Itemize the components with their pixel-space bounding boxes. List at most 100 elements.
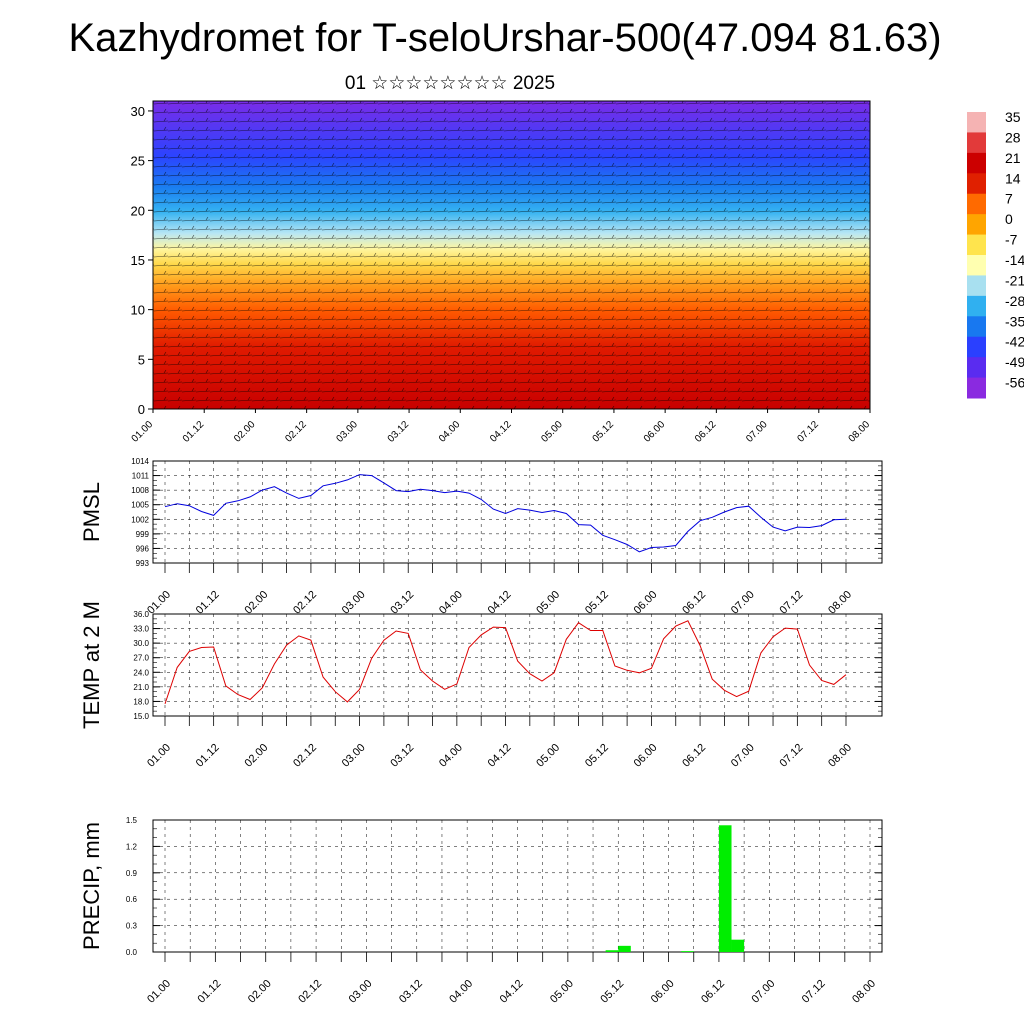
x-tick-label: 08.00 [826, 742, 854, 770]
x-tick-label: 07.00 [744, 419, 770, 445]
x-tick-label: 01.00 [145, 978, 173, 1006]
precip-bar [618, 945, 631, 952]
y-tick-label: 30.0 [133, 639, 149, 648]
wind-barbs [153, 101, 870, 409]
colorbar-segment [967, 377, 986, 399]
x-tick-label: 04.12 [486, 742, 514, 770]
y-tick-label: 1011 [132, 472, 150, 481]
x-tick-label: 02.12 [283, 419, 309, 445]
x-tick-label: 05.00 [548, 978, 576, 1006]
y-tick-label: 0.6 [126, 895, 138, 904]
colorbar-segment [967, 255, 986, 276]
cross-section-panel: 0 5 10 15 20 25 30 01.00 01.12 02.00 02.12 03.00 03.… [130, 100, 873, 445]
y-tick-label: 0.0 [126, 948, 138, 957]
x-tick-label: 08.00 [850, 978, 878, 1006]
chart-subtitle: 01 ☆☆☆☆☆☆☆☆ 2025 [344, 73, 556, 94]
colorbar-segment [967, 275, 986, 297]
y-tick-label: 20 [131, 203, 145, 218]
x-tick-label: 06.12 [693, 419, 719, 445]
colorbar-label: -56 [1005, 375, 1024, 391]
x-tick-label: 02.00 [232, 419, 258, 445]
colorbar-segment [967, 336, 986, 358]
x-tick-label: 04.12 [488, 419, 514, 445]
x-tick-label: 02.00 [242, 589, 270, 617]
colorbar-segment [967, 132, 986, 154]
y-tick-label: 0.3 [126, 922, 138, 931]
x-tick-label: 06.12 [699, 978, 727, 1006]
colorbar-segment [967, 316, 986, 338]
x-tick-label: 01.00 [145, 589, 173, 617]
y-tick-label: 1005 [131, 501, 149, 510]
x-tick-label: 02.00 [246, 978, 274, 1006]
y-tick-label: 993 [136, 559, 150, 568]
x-tick-label: 07.12 [778, 742, 806, 770]
x-tick-label: 03.12 [388, 589, 416, 617]
x-tick-label: 04.00 [447, 978, 475, 1006]
y-tick-label: 25 [131, 154, 145, 169]
colorbar: 35 28 21 14 7 0 -7 -14 -21 -28 -35 -42 -49 -56 [967, 109, 1024, 399]
colorbar-segment [967, 357, 986, 379]
colorbar-segment [967, 193, 986, 215]
x-tick-label: 08.00 [826, 589, 854, 617]
colorbar-segment [967, 214, 986, 236]
y-tick-label: 18.0 [133, 697, 149, 706]
y-tick-label: 1008 [131, 486, 149, 495]
colorbar-label: -7 [1005, 232, 1018, 248]
y-axis-label: PRECIP, mm [79, 822, 104, 950]
x-tick-label: 05.12 [583, 589, 611, 617]
x-tick-label: 03.00 [340, 589, 368, 617]
y-tick-label: 996 [136, 544, 150, 553]
colorbar-label: -35 [1005, 313, 1024, 329]
colorbar-label: 14 [1005, 170, 1021, 186]
colorbar-label: 7 [1005, 191, 1013, 207]
y-tick-label: 30 [131, 104, 145, 119]
pmsl-line [164, 474, 847, 553]
colorbar-label: 28 [1005, 129, 1021, 145]
x-tick-label: 03.00 [347, 978, 375, 1006]
y-tick-label: 999 [136, 530, 150, 539]
colorbar-segment [967, 234, 986, 256]
colorbar-segment [967, 152, 986, 174]
x-tick-label: 01.12 [196, 978, 224, 1006]
precip-bar [681, 951, 694, 952]
y-tick-label: 1014 [131, 457, 149, 466]
y-tick-label: 36.0 [133, 610, 149, 619]
x-tick-label: 01.12 [194, 589, 222, 617]
y-tick-label: 21.0 [133, 683, 149, 692]
x-tick-label: 06.00 [632, 589, 660, 617]
temp-panel: 36.0 33.0 30.0 27.0 24.0 21.0 18.0 15.0 01.00 01.… [79, 601, 883, 770]
precip-bar [718, 825, 732, 952]
x-tick-label: 07.12 [800, 978, 828, 1006]
x-tick-label: 08.00 [847, 419, 873, 445]
x-tick-label: 05.12 [583, 742, 611, 770]
x-tick-label: 05.00 [539, 419, 565, 445]
colorbar-label: 21 [1005, 150, 1021, 166]
x-tick-label: 01.00 [130, 419, 156, 445]
x-tick-label: 06.00 [642, 419, 668, 445]
x-tick-label: 04.12 [498, 978, 526, 1006]
y-tick-label: 33.0 [133, 625, 149, 634]
x-tick-label: 06.12 [680, 589, 708, 617]
y-tick-label: 27.0 [133, 654, 149, 663]
colorbar-label: -49 [1005, 354, 1024, 370]
y-axis-label: TEMP at 2 M [79, 601, 104, 729]
y-tick-label: 0.9 [126, 869, 138, 878]
x-tick-label: 02.12 [296, 978, 324, 1006]
x-tick-label: 04.12 [486, 589, 514, 617]
x-tick-label: 05.12 [598, 978, 626, 1006]
colorbar-label: -14 [1005, 252, 1024, 268]
colorbar-segment [967, 173, 986, 195]
x-tick-label: 03.00 [340, 742, 368, 770]
colorbar-label: -42 [1005, 334, 1024, 350]
x-tick-label: 03.00 [335, 419, 361, 445]
x-tick-label: 04.00 [437, 419, 463, 445]
x-tick-label: 02.00 [242, 742, 270, 770]
precip-panel: 1.5 1.2 0.9 0.6 0.3 0.0 01.00 01.12 02.00 02.12 03… [79, 816, 883, 1006]
x-tick-label: 01.12 [194, 742, 222, 770]
colorbar-segment [967, 295, 986, 317]
x-tick-label: 04.00 [437, 589, 465, 617]
pmsl-panel: 1014 1011 1008 1005 1002 999 996 993 01.00 01.12 0… [79, 457, 883, 617]
x-tick-label: 06.12 [680, 742, 708, 770]
colorbar-label: 0 [1005, 211, 1013, 227]
